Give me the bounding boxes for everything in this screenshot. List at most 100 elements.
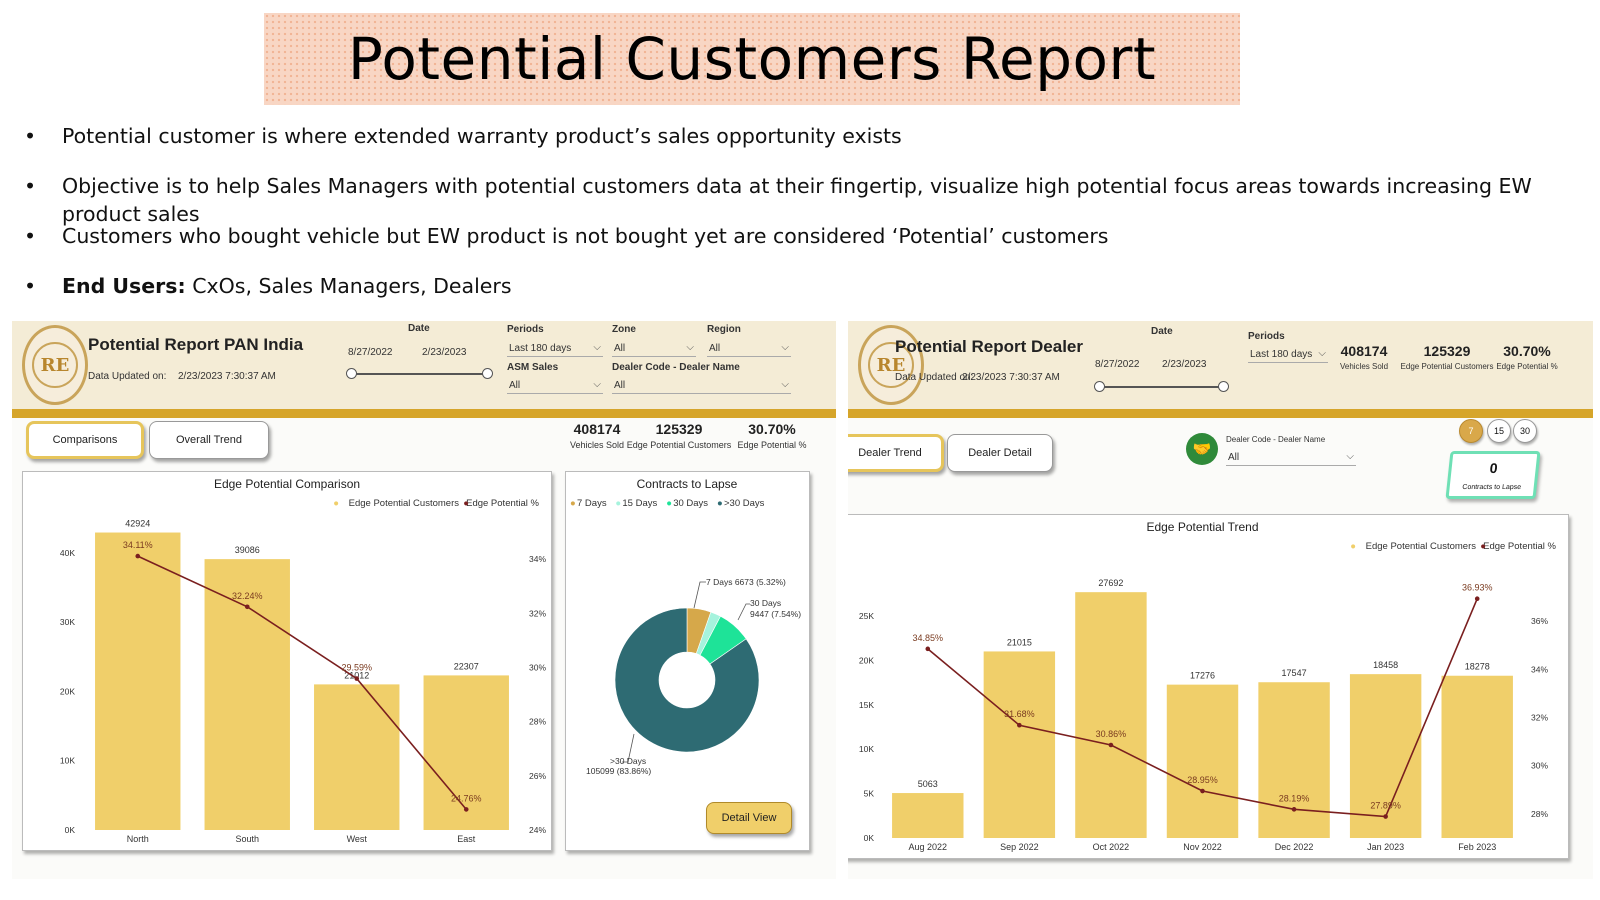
date-start[interactable]: 8/27/2022 — [348, 347, 393, 358]
report-title: Potential Report Dealer — [895, 337, 1083, 356]
bar-data-label: 27692 — [1098, 578, 1123, 588]
legend-item: 15 Days — [622, 498, 657, 509]
slide-title: Potential Customers Report — [347, 25, 1157, 93]
x-tick-label: East — [457, 834, 476, 844]
y2-tick-label: 30% — [1531, 761, 1548, 771]
line-point — [1108, 742, 1114, 748]
updated-label: Data Updated on: — [88, 371, 167, 382]
dealer-code-dropdown[interactable]: All ⌵ — [1226, 450, 1356, 466]
y-tick-label: 40K — [60, 548, 75, 558]
y2-tick-label: 34% — [529, 554, 546, 564]
region-dropdown[interactable]: All ⌵ — [707, 341, 791, 357]
date-end[interactable]: 2/23/2023 — [1162, 359, 1207, 370]
overall-trend-button[interactable]: Overall Trend — [149, 421, 269, 459]
report-title: Potential Report PAN India — [88, 335, 304, 354]
chart-title: Edge Potential Trend — [1146, 520, 1258, 534]
periods-label: Periods — [1248, 331, 1285, 342]
chevron-down-icon: ⌵ — [593, 342, 601, 353]
bullet-item: • End Users: CxOs, Sales Managers, Dealer… — [24, 274, 512, 298]
line-data-label: 27.89% — [1370, 801, 1401, 811]
donut-slice — [614, 607, 760, 753]
region-label: Region — [707, 324, 741, 335]
legend-item-bars: Edge Potential Customers — [1366, 541, 1477, 552]
date-label: Date — [408, 323, 430, 334]
line-series — [137, 555, 467, 810]
kpi-edge-customers-label: Edge Potential Customers — [1400, 362, 1494, 371]
bar — [204, 559, 290, 830]
x-tick-label: Oct 2022 — [1093, 842, 1130, 852]
chevron-down-icon: ⌵ — [1346, 451, 1354, 462]
lapse-days-7-button[interactable]: 7 — [1459, 419, 1483, 443]
date-slider-track[interactable] — [1100, 386, 1224, 388]
kpi-vehicles-sold-label: Vehicles Sold — [569, 440, 625, 450]
x-tick-label: Jan 2023 — [1367, 842, 1404, 852]
date-slider-end-handle[interactable] — [482, 368, 493, 379]
header-divider — [12, 409, 836, 418]
handshake-icon: 🤝 — [1186, 433, 1218, 465]
kpi-vehicles-sold-value: 408174 — [1340, 343, 1388, 359]
date-slider-start-handle[interactable] — [1094, 381, 1105, 392]
kpi-edge-customers-value: 125329 — [1423, 343, 1471, 359]
bar — [1075, 592, 1147, 838]
lapse-days-30-button[interactable]: 30 — [1513, 419, 1537, 443]
annotation-label: 7 Days 6673 (5.32%) — [706, 577, 786, 587]
y2-tick-label: 24% — [529, 825, 546, 835]
bar — [423, 675, 509, 830]
report-header — [12, 321, 836, 409]
zone-dropdown[interactable]: All ⌵ — [612, 341, 696, 357]
lapse-count: 0 — [1488, 460, 1499, 476]
y-tick-label: 30K — [60, 617, 75, 627]
line-point — [244, 604, 250, 610]
line-data-label: 36.93% — [1462, 583, 1493, 593]
x-tick-label: South — [235, 834, 259, 844]
chevron-down-icon: ⌵ — [781, 379, 789, 390]
detail-view-button[interactable]: Detail View — [706, 802, 792, 834]
x-tick-label: Nov 2022 — [1183, 842, 1222, 852]
annotation-leader — [737, 603, 750, 621]
periods-dropdown[interactable]: Last 180 days ⌵ — [1248, 347, 1328, 363]
dealer-detail-button[interactable]: Dealer Detail — [947, 434, 1053, 472]
dealer-code-label: Dealer Code - Dealer Name — [612, 362, 740, 373]
asm-label: ASM Sales — [507, 362, 559, 373]
date-end[interactable]: 2/23/2023 — [422, 347, 467, 358]
periods-label: Periods — [507, 324, 544, 335]
date-slider-end-handle[interactable] — [1218, 381, 1229, 392]
date-start[interactable]: 8/27/2022 — [1095, 359, 1140, 370]
line-point — [463, 807, 469, 812]
y-tick-label: 0K — [864, 833, 875, 843]
legend-marker: ● — [570, 498, 576, 509]
x-tick-label: Feb 2023 — [1458, 842, 1496, 852]
chart-title: Contracts to Lapse — [637, 477, 738, 491]
updated-label: Data Updated on: — [895, 372, 974, 383]
chevron-down-icon: ⌵ — [1318, 348, 1326, 359]
legend-item-bars: Edge Potential Customers — [349, 498, 460, 509]
x-tick-label: North — [127, 834, 149, 844]
dealer-code-dropdown[interactable]: All ⌵ — [612, 378, 791, 394]
bar — [1258, 682, 1330, 838]
dealer-trend-button[interactable]: Dealer Trend — [848, 434, 944, 472]
kpi-vehicles-sold-label: Vehicles Sold — [1339, 362, 1389, 371]
kpi-edge-customers-value: 125329 — [655, 421, 703, 437]
periods-dropdown[interactable]: Last 180 days ⌵ — [507, 341, 603, 357]
bullet-list: • Potential customer is where extended wa… — [24, 122, 1584, 322]
chevron-down-icon: ⌵ — [781, 342, 789, 353]
lapse-days-15-button[interactable]: 15 — [1487, 419, 1511, 443]
bar — [1441, 675, 1513, 838]
asm-dropdown[interactable]: All ⌵ — [507, 378, 603, 394]
annotation-label: 105099 (83.86%) — [586, 766, 651, 776]
y-tick-label: 20K — [859, 655, 874, 665]
y-tick-label: 0K — [65, 825, 76, 835]
date-slider-start-handle[interactable] — [346, 368, 357, 379]
annotation-leader — [622, 733, 635, 763]
bar-data-label: 18278 — [1465, 662, 1490, 672]
y2-tick-label: 26% — [529, 771, 546, 781]
bar-data-label: 17276 — [1190, 671, 1215, 681]
royal-enfield-logo: RE — [22, 325, 88, 405]
legend-item: 7 Days — [577, 498, 607, 509]
legend-item-line: Edge Potential % — [1483, 541, 1556, 552]
date-slider-track[interactable] — [352, 373, 488, 375]
bar — [892, 793, 964, 838]
updated-value: 2/23/2023 7:30:37 AM — [962, 372, 1060, 383]
comparisons-button[interactable]: Comparisons — [26, 421, 144, 459]
lapse-label: Contracts to Lapse — [1461, 484, 1522, 491]
